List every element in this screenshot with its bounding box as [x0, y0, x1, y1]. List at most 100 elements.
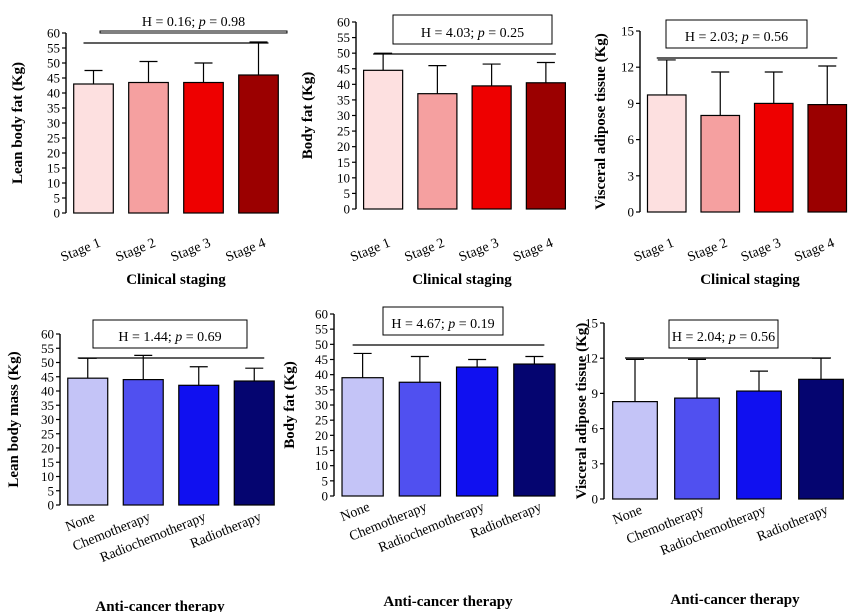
y-tick-label: 15 — [315, 443, 328, 458]
y-tick-label: 10 — [315, 458, 328, 473]
bar — [128, 81, 169, 214]
y-tick-label: 25 — [315, 413, 328, 428]
y-tick-label: 12 — [585, 351, 598, 366]
y-tick-label: 35 — [47, 101, 60, 116]
y-tick-label: 55 — [337, 30, 350, 45]
x-tick-label: Stage 4 — [793, 236, 837, 265]
x-tick-label: Stage 3 — [739, 236, 783, 265]
y-tick-label: 5 — [344, 186, 351, 201]
stat-box — [668, 319, 779, 349]
y-tick-label: 0 — [48, 498, 55, 513]
y-tick-label: 0 — [322, 489, 329, 504]
y-tick-label: 45 — [337, 61, 350, 76]
y-tick-label: 30 — [41, 412, 54, 427]
bar — [807, 104, 848, 213]
y-tick-label: 50 — [337, 46, 350, 61]
x-tick-label: Stage 3 — [169, 236, 213, 265]
y-tick-label: 30 — [315, 398, 328, 413]
y-tick-label: 60 — [337, 15, 350, 30]
stat-box — [92, 319, 248, 349]
y-tick-label: 0 — [344, 202, 351, 217]
y-tick-label: 35 — [41, 398, 54, 413]
bar — [513, 363, 556, 497]
x-axis-label: Anti-cancer therapy — [670, 592, 800, 608]
bar — [73, 83, 114, 214]
y-tick-label: 10 — [337, 170, 350, 185]
chart-panel-5: 051015202530354045505560NoneChemotherapy… — [282, 306, 556, 610]
x-tick-label: Stage 1 — [348, 236, 392, 265]
stat-box — [665, 19, 808, 49]
x-tick-label: None — [611, 503, 645, 528]
chart-panel-3: 0 3 6 9 12 15 Stage 1 Stage 2 Stage 3 Stage 4 H = … — [593, 19, 848, 288]
y-tick-label: 5 — [54, 191, 61, 206]
y-axis-label: Visceral adipose tissue (Kg) — [593, 33, 609, 210]
x-axis-label: Clinical staging — [700, 272, 800, 288]
stat-annotation: H = 1.44; p = 0.69 — [118, 330, 221, 345]
bar — [471, 85, 512, 210]
stat-annotation: H = 2.03; p = 0.56 — [685, 30, 788, 45]
bar — [183, 81, 224, 214]
bar — [238, 74, 279, 214]
stat-annotation: H = 2.04; p = 0.56 — [672, 330, 775, 345]
y-tick-label: 25 — [41, 426, 54, 441]
x-tick-label: Stage 2 — [403, 236, 447, 265]
x-axis-label: Anti-cancer therapy — [95, 599, 225, 612]
y-tick-label: 60 — [47, 26, 60, 41]
bar — [525, 82, 567, 210]
stat-box — [99, 30, 288, 34]
y-tick-label: 0 — [628, 205, 635, 220]
y-tick-label: 50 — [41, 355, 54, 370]
bar — [341, 377, 384, 497]
y-tick-label: 15 — [621, 24, 634, 39]
bar — [646, 94, 687, 213]
x-tick-label: Stage 4 — [511, 236, 555, 265]
y-tick-label: 3 — [628, 168, 635, 183]
x-tick-label: Stage 1 — [632, 236, 676, 265]
x-tick-label: Stage 1 — [59, 236, 103, 265]
y-tick-label: 25 — [337, 124, 350, 139]
y-tick-label: 40 — [41, 384, 54, 399]
y-tick-label: 15 — [337, 155, 350, 170]
y-tick-label: 6 — [628, 132, 635, 147]
y-tick-label: 60 — [315, 307, 328, 322]
x-tick-label: Stage 2 — [686, 236, 730, 265]
stat-annotation: H = 0.16; p = 0.98 — [142, 15, 245, 30]
y-tick-label: 50 — [47, 56, 60, 71]
y-tick-label: 55 — [47, 41, 60, 56]
y-tick-label: 3 — [592, 456, 599, 471]
y-tick-label: 9 — [592, 386, 599, 401]
y-tick-label: 25 — [47, 131, 60, 146]
y-axis-label: Lean body fat (Kg) — [10, 62, 26, 184]
y-tick-label: 9 — [628, 96, 635, 111]
y-tick-label: 15 — [41, 455, 54, 470]
stat-box — [392, 14, 553, 45]
bar — [674, 397, 720, 500]
y-tick-label: 0 — [592, 492, 599, 507]
bar — [362, 69, 404, 210]
y-tick-label: 50 — [315, 337, 328, 352]
stat-annotation: H = 4.03; p = 0.25 — [421, 26, 524, 41]
x-axis-label: Anti-cancer therapy — [383, 594, 513, 610]
y-tick-label: 20 — [315, 428, 328, 443]
bar — [736, 390, 782, 500]
y-axis-label: Lean body mass (Kg) — [6, 351, 22, 487]
bar — [417, 93, 458, 210]
bar — [233, 380, 275, 506]
y-tick-label: 20 — [337, 139, 350, 154]
y-tick-label: 5 — [322, 473, 329, 488]
bar — [122, 379, 164, 506]
y-axis-label: Body fat (Kg) — [282, 361, 298, 449]
chart-panel-4: 051015202530354045505560NoneChemotherapy… — [6, 319, 275, 612]
y-tick-label: 30 — [337, 108, 350, 123]
y-tick-label: 12 — [621, 60, 634, 75]
y-tick-label: 15 — [585, 316, 598, 331]
x-axis-label: Clinical staging — [126, 272, 226, 288]
bar — [753, 102, 794, 213]
bar — [67, 377, 109, 506]
bar — [398, 381, 442, 497]
x-tick-label: Radiochemotherapy — [658, 503, 768, 559]
bar — [700, 114, 741, 213]
y-tick-label: 40 — [315, 367, 328, 382]
